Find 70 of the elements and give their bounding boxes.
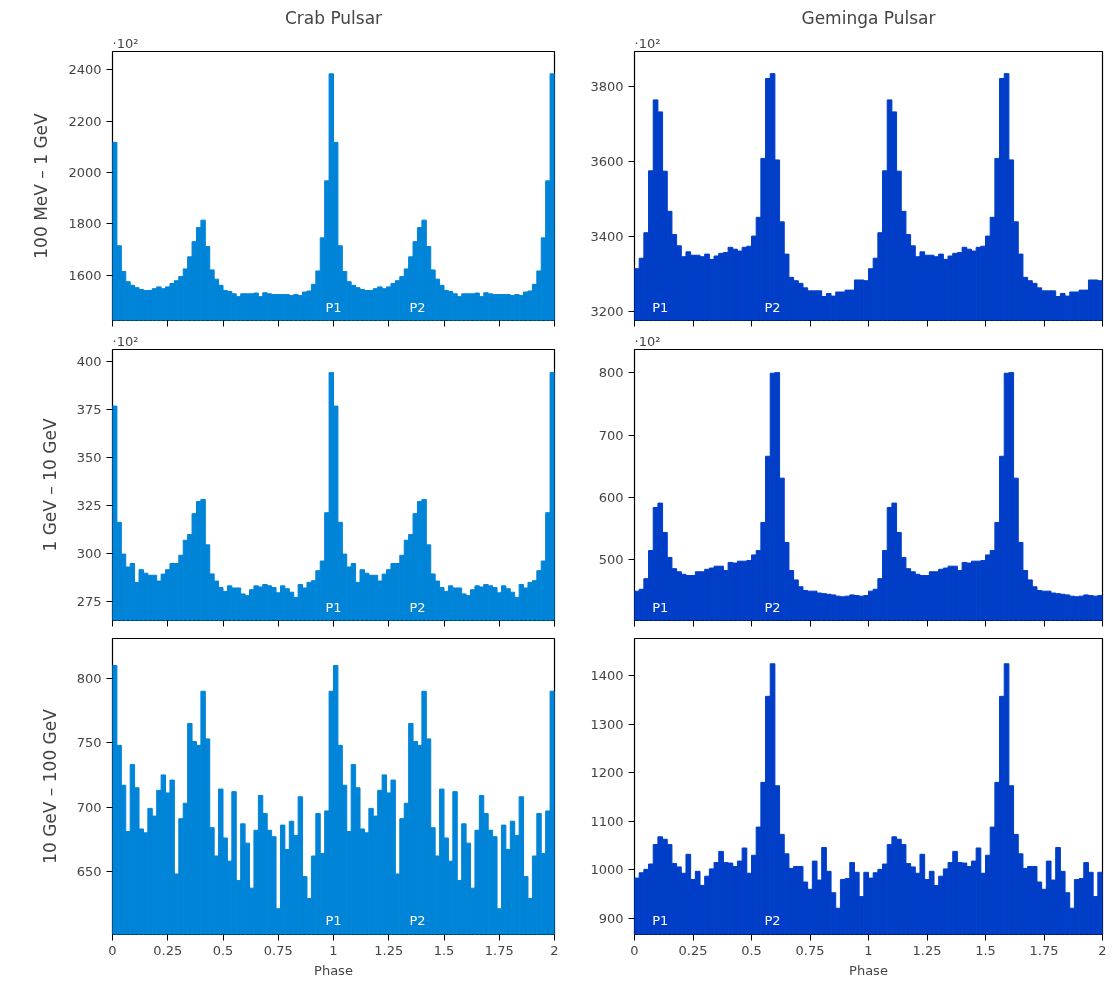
y-tick-label: 275 [76, 594, 102, 610]
x-tick-label: 0.5 [212, 942, 234, 958]
text: ·10² [112, 35, 139, 51]
y-tick-label: 700 [598, 427, 624, 443]
y-tick-label: 1000 [590, 862, 624, 878]
y-tick-label: 3200 [590, 303, 624, 319]
x-axis-title: Phase [314, 962, 353, 978]
x-tick-label: 1.75 [1029, 942, 1059, 958]
annotation: P1 [325, 912, 342, 928]
annotation: P2 [764, 912, 781, 928]
y-tick-label: 700 [76, 799, 102, 815]
y-axis-title: 100 MeV – 1 GeV [31, 112, 52, 259]
x-tick-label: 0.25 [153, 942, 183, 958]
x-tick-label: 1.75 [484, 942, 514, 958]
x-axis-title: Phase [849, 962, 888, 978]
x-tick-label: 2 [1098, 942, 1107, 958]
y-tick-label: 1100 [590, 813, 624, 829]
y-tick-label: 325 [76, 498, 102, 514]
y-tick-label: 1800 [68, 216, 102, 232]
x-tick-label: 0.25 [678, 942, 708, 958]
y-tick-label: 3600 [590, 153, 624, 169]
x-tick-label: 1.5 [975, 942, 996, 958]
y-tick-label: 2200 [68, 113, 102, 129]
y-tick-label: 300 [76, 546, 102, 562]
y-tick-label: 650 [76, 863, 102, 879]
annotation: P2 [764, 599, 781, 615]
y-tick-label: 600 [598, 489, 624, 505]
y-axis-title: 10 GeV – 100 GeV [39, 708, 60, 864]
y-tick-label: 750 [76, 735, 102, 751]
x-tick-label: 2 [550, 942, 559, 958]
y-tick-label: 1400 [590, 667, 624, 683]
y-tick-label: 1600 [68, 267, 102, 283]
annotation: P2 [409, 299, 426, 315]
x-tick-label: 0 [108, 942, 117, 958]
y-tick-label: 2000 [68, 165, 102, 181]
annotation: P2 [409, 912, 426, 928]
y-tick-label: 350 [76, 449, 102, 465]
text: ·10² [112, 333, 139, 349]
y-tick-label: 800 [598, 365, 624, 381]
y-axis-title: 1 GeV – 10 GeV [39, 418, 60, 552]
y-tick-label: 3400 [590, 228, 624, 244]
x-tick-label: 1.25 [912, 942, 942, 958]
text: ·10² [634, 333, 661, 349]
y-tick-label: 800 [76, 670, 102, 686]
y-tick-label: 3800 [590, 78, 624, 94]
y-tick-label: 400 [76, 353, 102, 369]
x-tick-label: 1 [864, 942, 873, 958]
chart-title: Crab Pulsar [284, 7, 383, 28]
y-tick-label: 2400 [68, 62, 102, 78]
annotation: P1 [325, 600, 342, 616]
x-tick-label: 1.5 [433, 942, 455, 958]
y-tick-label: 1200 [590, 765, 624, 781]
x-tick-label: 0.75 [795, 942, 825, 958]
y-tick-label: 1300 [590, 716, 624, 732]
annotation: P1 [325, 299, 342, 315]
annotation: P2 [764, 299, 781, 315]
annotation: P1 [652, 912, 669, 928]
chart-title: Geminga Pulsar [801, 7, 936, 28]
x-tick-label: 0.75 [263, 942, 293, 958]
x-tick-label: 0 [630, 942, 639, 958]
annotation: P1 [652, 599, 669, 615]
text: ·10² [634, 35, 661, 51]
y-tick-label: 375 [76, 401, 102, 417]
y-tick-label: 500 [598, 552, 624, 568]
annotation: P2 [409, 600, 426, 616]
y-tick-label: 900 [598, 910, 624, 926]
x-tick-label: 1 [329, 942, 338, 958]
x-tick-label: 0.5 [741, 942, 762, 958]
x-tick-label: 1.25 [374, 942, 404, 958]
annotation: P1 [652, 299, 669, 315]
